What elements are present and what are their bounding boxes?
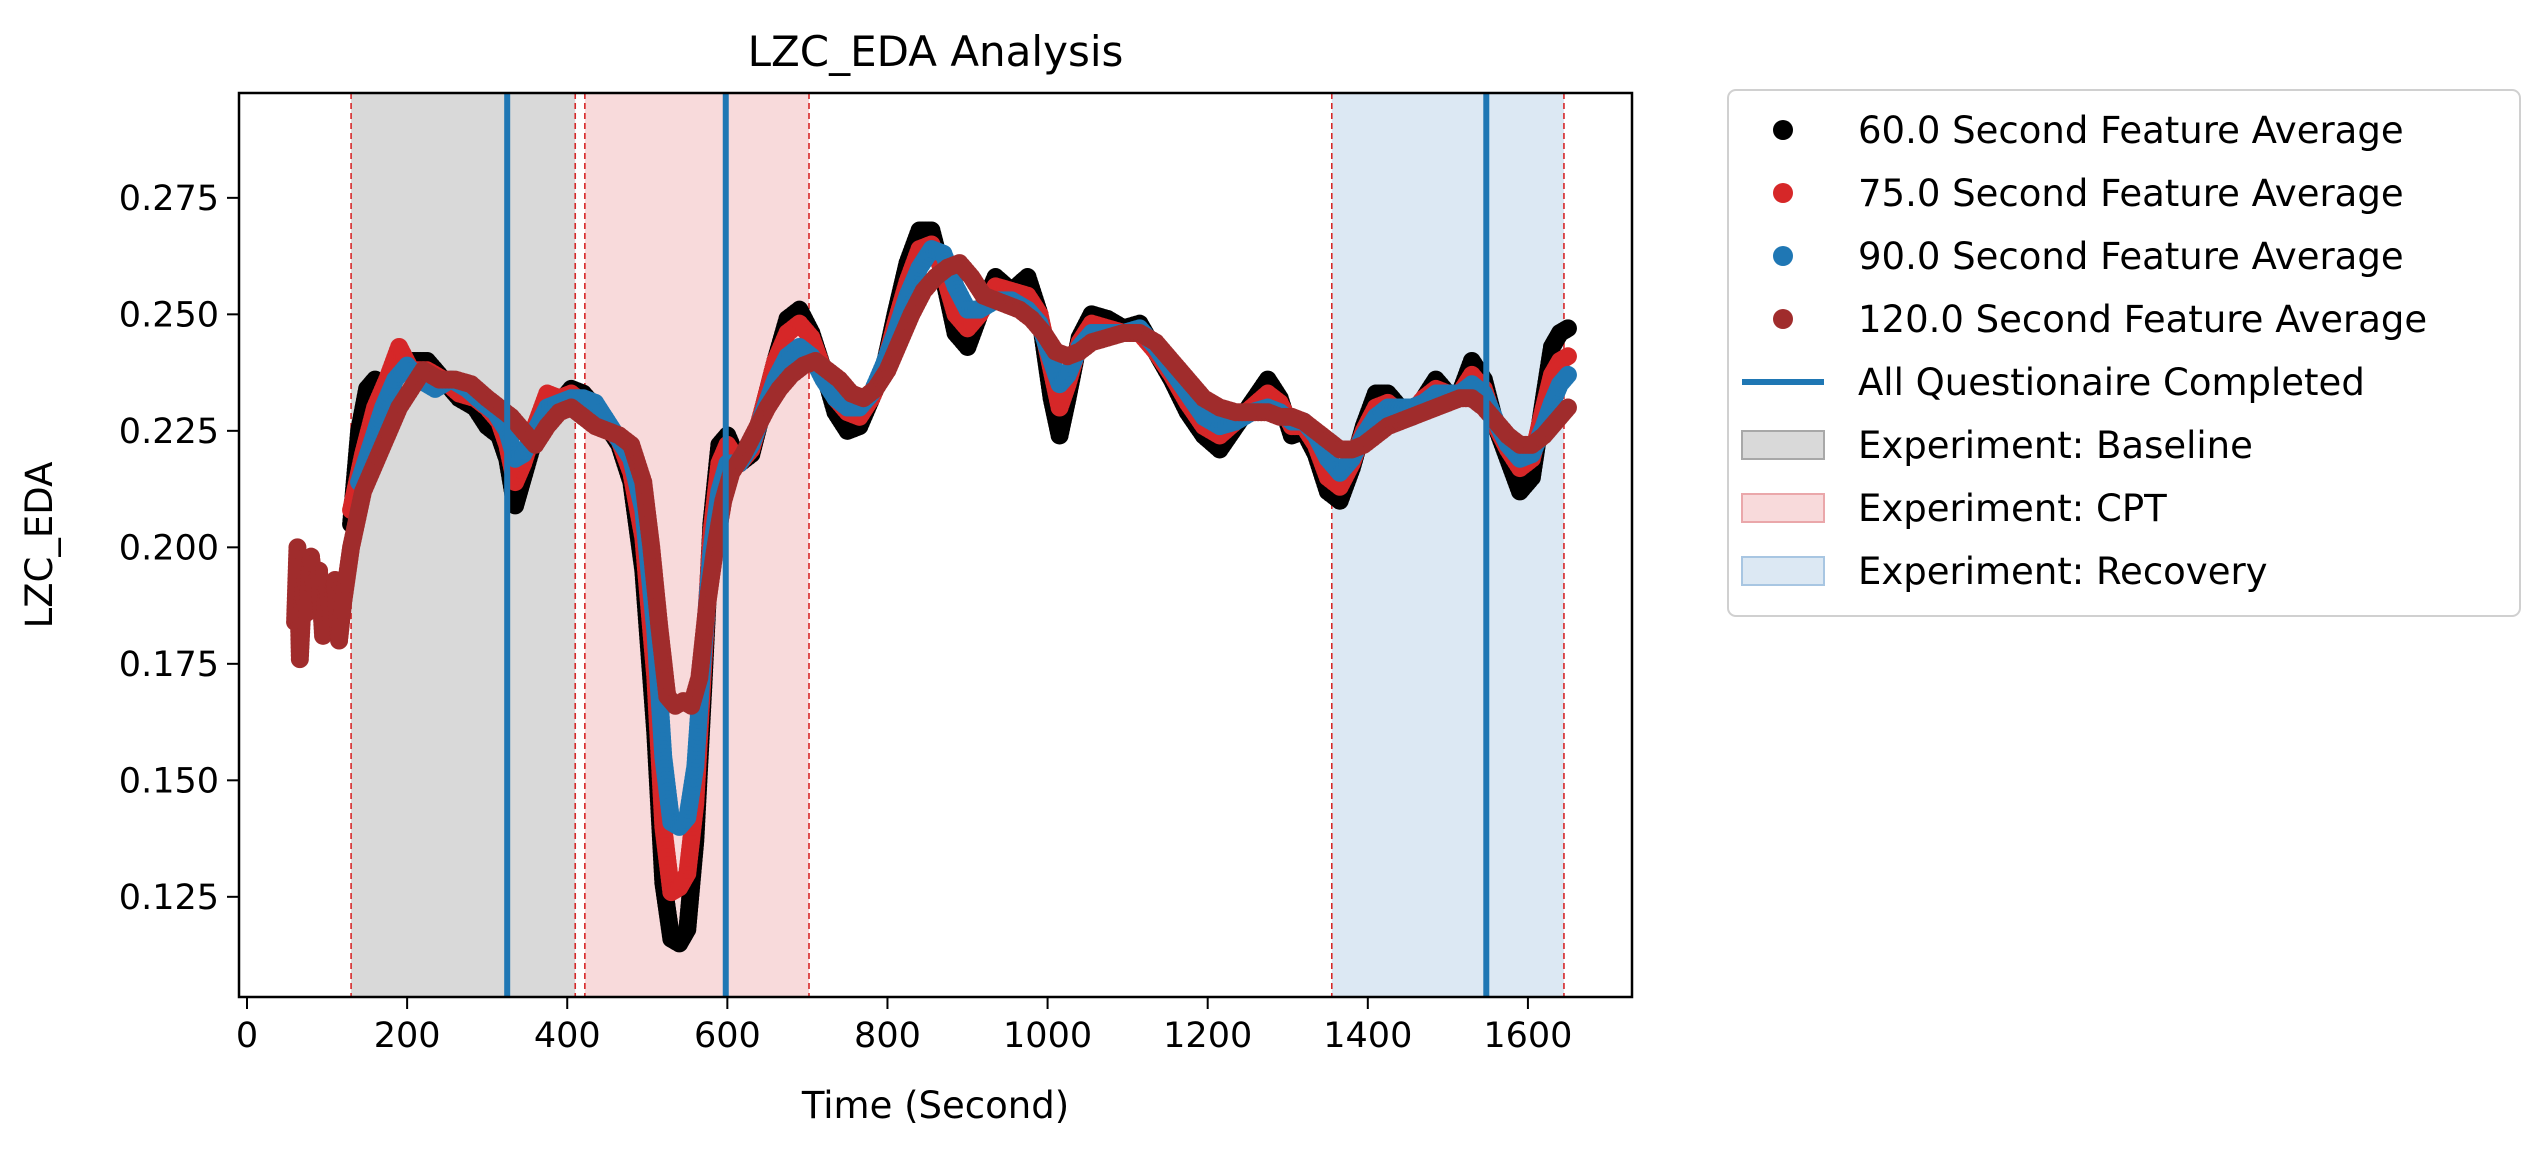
legend-label: 75.0 Second Feature Average (1858, 172, 2404, 215)
legend-label: Experiment: Baseline (1858, 424, 2253, 467)
y-tick-label: 0.250 (119, 295, 219, 335)
experiment-spans (351, 93, 1564, 997)
x-tick-label: 1200 (1163, 1016, 1252, 1056)
chart-title: LZC_EDA Analysis (748, 27, 1124, 76)
x-tick-label: 1400 (1323, 1016, 1412, 1056)
y-tick-label: 0.175 (119, 645, 219, 685)
y-axis-title: LZC_EDA (18, 462, 61, 629)
legend-item-60-0-second-feature-average: 60.0 Second Feature Average (1773, 109, 2404, 152)
legend-symbol (1741, 430, 1825, 460)
y-tick-label: 0.275 (119, 179, 219, 219)
plot-frame (237, 91, 1634, 999)
legend-item-experiment-recovery: Experiment: Recovery (1741, 550, 2268, 593)
x-tick-label: 1000 (1003, 1016, 1092, 1056)
legend-label: 60.0 Second Feature Average (1858, 109, 2404, 152)
questionnaire-lines (504, 93, 1490, 997)
legend-label: Experiment: CPT (1858, 487, 2167, 530)
legend-symbol (1741, 493, 1825, 523)
legend: 60.0 Second Feature Average 75.0 Second F… (1727, 89, 2521, 617)
legend-symbol (1773, 183, 1793, 203)
y-tick-label: 0.150 (119, 761, 219, 801)
y-tick-label: 0.200 (119, 528, 219, 568)
legend-item-90-0-second-feature-average: 90.0 Second Feature Average (1773, 235, 2404, 278)
legend-item-experiment-cpt: Experiment: CPT (1741, 487, 2167, 530)
legend-frame (1727, 89, 2521, 617)
x-tick-label: 1600 (1483, 1016, 1572, 1056)
y-axis-ticks: 0.125 0.150 0.175 0.200 0.225 0.250 0.275 (119, 179, 239, 918)
x-axis-title: Time (Second) (801, 1084, 1069, 1127)
series-120-0-second-feature-average (286, 254, 1577, 715)
x-tick-label: 600 (694, 1016, 761, 1056)
legend-symbol (1773, 120, 1793, 140)
x-tick-label: 800 (854, 1016, 921, 1056)
x-tick-label: 200 (374, 1016, 441, 1056)
legend-item-75-0-second-feature-average: 75.0 Second Feature Average (1773, 172, 2404, 215)
data-series (286, 221, 1577, 953)
legend-symbol (1773, 246, 1793, 266)
data-point (1558, 398, 1577, 417)
y-tick-label: 0.125 (119, 878, 219, 918)
data-point (1558, 347, 1577, 366)
span-experiment-recovery (1331, 93, 1564, 997)
legend-symbol (1741, 556, 1825, 586)
legend-label: All Questionaire Completed (1858, 361, 2365, 404)
legend-item-experiment-baseline: Experiment: Baseline (1741, 424, 2253, 467)
legend-label: 90.0 Second Feature Average (1858, 235, 2404, 278)
x-tick-label: 0 (236, 1016, 258, 1056)
legend-label: 120.0 Second Feature Average (1858, 298, 2427, 341)
legend-label: Experiment: Recovery (1858, 550, 2268, 593)
data-point (1558, 365, 1577, 384)
legend-item-all-questionaire-completed: All Questionaire Completed (1742, 361, 2365, 404)
span-boundary-lines (350, 93, 1565, 997)
legend-symbol (1773, 309, 1793, 329)
legend-item-120-0-second-feature-average: 120.0 Second Feature Average (1773, 298, 2427, 341)
x-tick-label: 400 (534, 1016, 601, 1056)
y-tick-label: 0.225 (119, 412, 219, 452)
x-axis-ticks: 0 200 400 600 800 1000 1200 1400 1600 (236, 997, 1572, 1056)
data-point (1558, 319, 1577, 338)
span-experiment-baseline (351, 93, 576, 997)
